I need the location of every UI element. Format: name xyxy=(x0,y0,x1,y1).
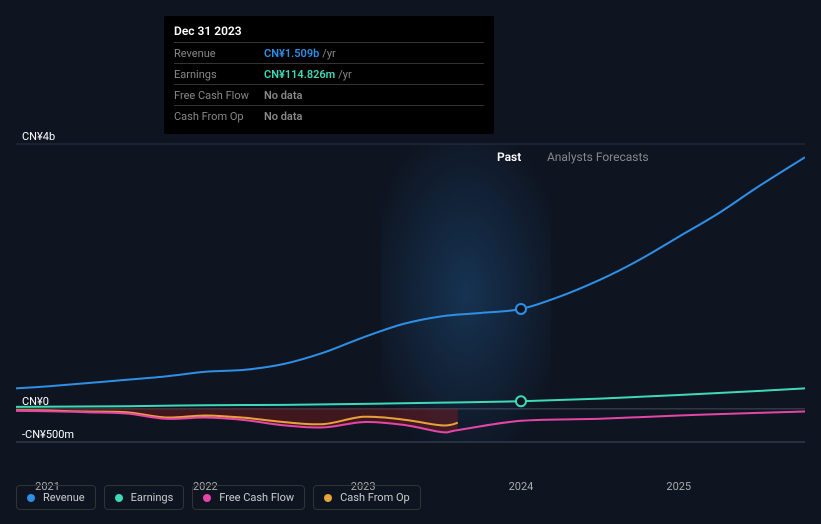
tooltip-row-suffix: /yr xyxy=(338,68,351,81)
legend-item[interactable]: Earnings xyxy=(104,485,185,510)
legend-label: Free Cash Flow xyxy=(219,491,294,504)
section-forecast-label: Analysts Forecasts xyxy=(547,150,649,164)
legend-dot-icon xyxy=(27,494,35,502)
tooltip-row: RevenueCN¥1.509b/yr xyxy=(174,42,484,63)
legend-label: Revenue xyxy=(43,491,85,504)
legend-dot-icon xyxy=(203,494,211,502)
tooltip-row: Free Cash FlowNo data xyxy=(174,84,484,105)
x-axis-tick-label: 2025 xyxy=(666,480,691,493)
legend-dot-icon xyxy=(115,494,123,502)
tooltip-row-label: Free Cash Flow xyxy=(174,89,264,102)
x-axis-tick-label: 2024 xyxy=(509,480,534,493)
legend-label: Cash From Op xyxy=(340,491,410,504)
legend-item[interactable]: Revenue xyxy=(16,485,96,510)
tooltip-row-label: Cash From Op xyxy=(174,110,264,123)
tooltip-row-value: CN¥1.509b xyxy=(264,47,319,60)
y-axis-tick-label: -CN¥500m xyxy=(22,428,74,441)
tooltip-row: EarningsCN¥114.826m/yr xyxy=(174,63,484,84)
chart-tooltip: Dec 31 2023 RevenueCN¥1.509b/yrEarningsC… xyxy=(164,16,494,134)
legend-label: Earnings xyxy=(131,491,174,504)
tooltip-row-value: CN¥114.826m xyxy=(264,68,335,81)
legend-item[interactable]: Cash From Op xyxy=(313,485,421,510)
tooltip-date: Dec 31 2023 xyxy=(174,24,484,42)
tooltip-row-label: Revenue xyxy=(174,47,264,60)
tooltip-row: Cash From OpNo data xyxy=(174,105,484,126)
tooltip-row-label: Earnings xyxy=(174,68,264,81)
line-chart-svg xyxy=(16,120,805,464)
legend-dot-icon xyxy=(324,494,332,502)
legend-item[interactable]: Free Cash Flow xyxy=(192,485,305,510)
section-past-label: Past xyxy=(497,150,521,164)
tooltip-row-value: No data xyxy=(264,89,302,102)
chart-legend: Revenue Earnings Free Cash Flow Cash From O… xyxy=(16,485,421,510)
y-axis-tick-label: CN¥4b xyxy=(22,130,55,143)
tooltip-row-suffix: /yr xyxy=(322,47,335,60)
y-axis-tick-label: CN¥0 xyxy=(22,395,49,408)
chart-area[interactable] xyxy=(16,120,805,464)
tooltip-row-value: No data xyxy=(264,110,302,123)
